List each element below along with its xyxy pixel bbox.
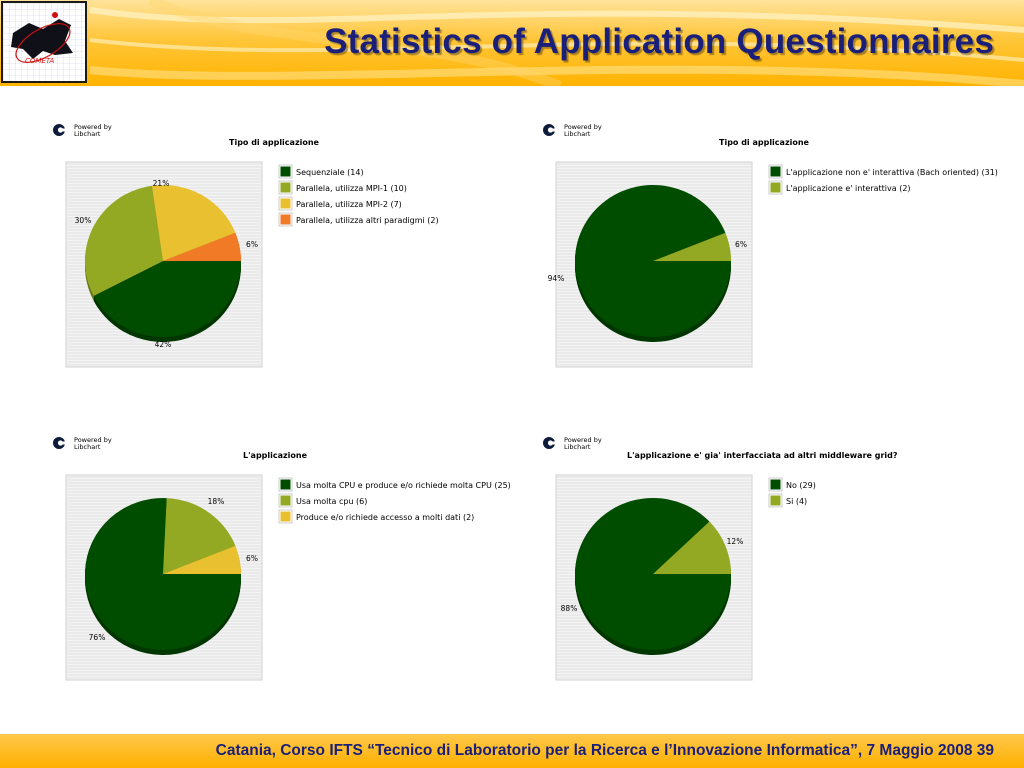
- pie-slice: [653, 232, 731, 261]
- pie-slice: [84, 185, 163, 296]
- libchart-line1: Powered by: [74, 123, 112, 131]
- percent-label: 94%: [548, 274, 565, 283]
- libchart-line2: Libchart: [564, 443, 591, 451]
- legend-swatch: [279, 213, 292, 226]
- pie-slice: [653, 521, 731, 574]
- percent-label: 12%: [727, 537, 744, 546]
- pie-slice: [93, 261, 241, 337]
- chart-title: L'applicazione: [243, 451, 308, 460]
- pie-slice: [151, 185, 236, 261]
- legend-swatch: [769, 494, 782, 507]
- legend-swatch: [279, 197, 292, 210]
- legend-label: Usa molta cpu (6): [296, 497, 367, 506]
- legend-label: Usa molta CPU e produce e/o richiede mol…: [296, 481, 510, 490]
- legend-swatch: [769, 478, 782, 491]
- libchart-line2: Libchart: [74, 443, 101, 451]
- legend-label: L'applicazione e' interattiva (2): [786, 184, 911, 193]
- legend: No (29) Si (4): [768, 477, 816, 508]
- percent-label: 42%: [155, 340, 172, 349]
- chart-title: L'applicazione e' gia' interfacciata ad …: [627, 451, 898, 460]
- percent-label: 88%: [561, 604, 578, 613]
- slide-footer: Catania, Corso IFTS “Tecnico di Laborato…: [0, 734, 1024, 768]
- libchart-line2: Libchart: [74, 130, 101, 138]
- libchart-line1: Powered by: [564, 123, 602, 131]
- percent-label: 18%: [208, 497, 225, 506]
- chart-title: Tipo di applicazione: [229, 138, 320, 147]
- percent-label: 76%: [89, 633, 106, 642]
- chart-panel-tipo-applicazione-2: Powered by Libchart Tipo di applicazione 94…: [540, 120, 1000, 370]
- percent-label: 6%: [246, 240, 258, 249]
- pie-slice: [163, 232, 241, 261]
- libchart-line1: Powered by: [564, 436, 602, 444]
- legend-label: Parallela, utilizza MPI-1 (10): [296, 184, 407, 193]
- legend: Sequenziale (14) Parallela, utilizza MPI-…: [278, 164, 439, 227]
- legend-label: Parallela, utilizza altri paradigmi (2): [296, 216, 439, 225]
- legend-swatch: [279, 165, 292, 178]
- legend-swatch: [279, 510, 292, 523]
- legend-label: Sequenziale (14): [296, 168, 364, 177]
- legend-swatch: [769, 181, 782, 194]
- footer-text: Catania, Corso IFTS “Tecnico di Laborato…: [215, 742, 994, 759]
- legend-label: L'applicazione non e' interattiva (Bach …: [786, 168, 998, 177]
- cometa-logo: COMETA: [1, 1, 87, 83]
- slide-title: Statistics of Application Questionnaires: [324, 22, 994, 61]
- chart-title: Tipo di applicazione: [719, 138, 810, 147]
- chart-panel-applicazione: Powered by Libchart L'applicazione 76% 18% 6%…: [50, 433, 510, 683]
- pie-slice: [163, 498, 236, 574]
- legend-label: Si (4): [786, 497, 807, 506]
- chart-panel-middleware-grid: Powered by Libchart L'applicazione e' gia'…: [540, 433, 1000, 683]
- legend-swatch: [279, 478, 292, 491]
- legend-label: No (29): [786, 481, 816, 490]
- legend-label: Parallela, utilizza MPI-2 (7): [296, 200, 402, 209]
- libchart-line2: Libchart: [564, 130, 591, 138]
- pie-slice: [163, 545, 241, 574]
- legend-swatch: [279, 181, 292, 194]
- legend-label: Produce e/o richiede accesso a molti dat…: [296, 513, 474, 522]
- svg-text:COMETA: COMETA: [25, 57, 54, 65]
- legend-swatch: [279, 494, 292, 507]
- libchart-line1: Powered by: [74, 436, 112, 444]
- legend: Usa molta CPU e produce e/o richiede mol…: [278, 477, 510, 524]
- legend-swatch: [769, 165, 782, 178]
- chart-panel-tipo-applicazione-1: Powered by Libchart Tipo di applicazione 42…: [50, 120, 510, 370]
- percent-label: 30%: [75, 216, 92, 225]
- percent-label: 6%: [735, 240, 747, 249]
- percent-label: 21%: [153, 179, 170, 188]
- legend: L'applicazione non e' interattiva (Bach …: [768, 164, 998, 195]
- slide-header: COMETA Statistics of Application Questio…: [0, 0, 1024, 86]
- percent-label: 6%: [246, 554, 258, 563]
- header-wave-decoration: [89, 0, 1024, 86]
